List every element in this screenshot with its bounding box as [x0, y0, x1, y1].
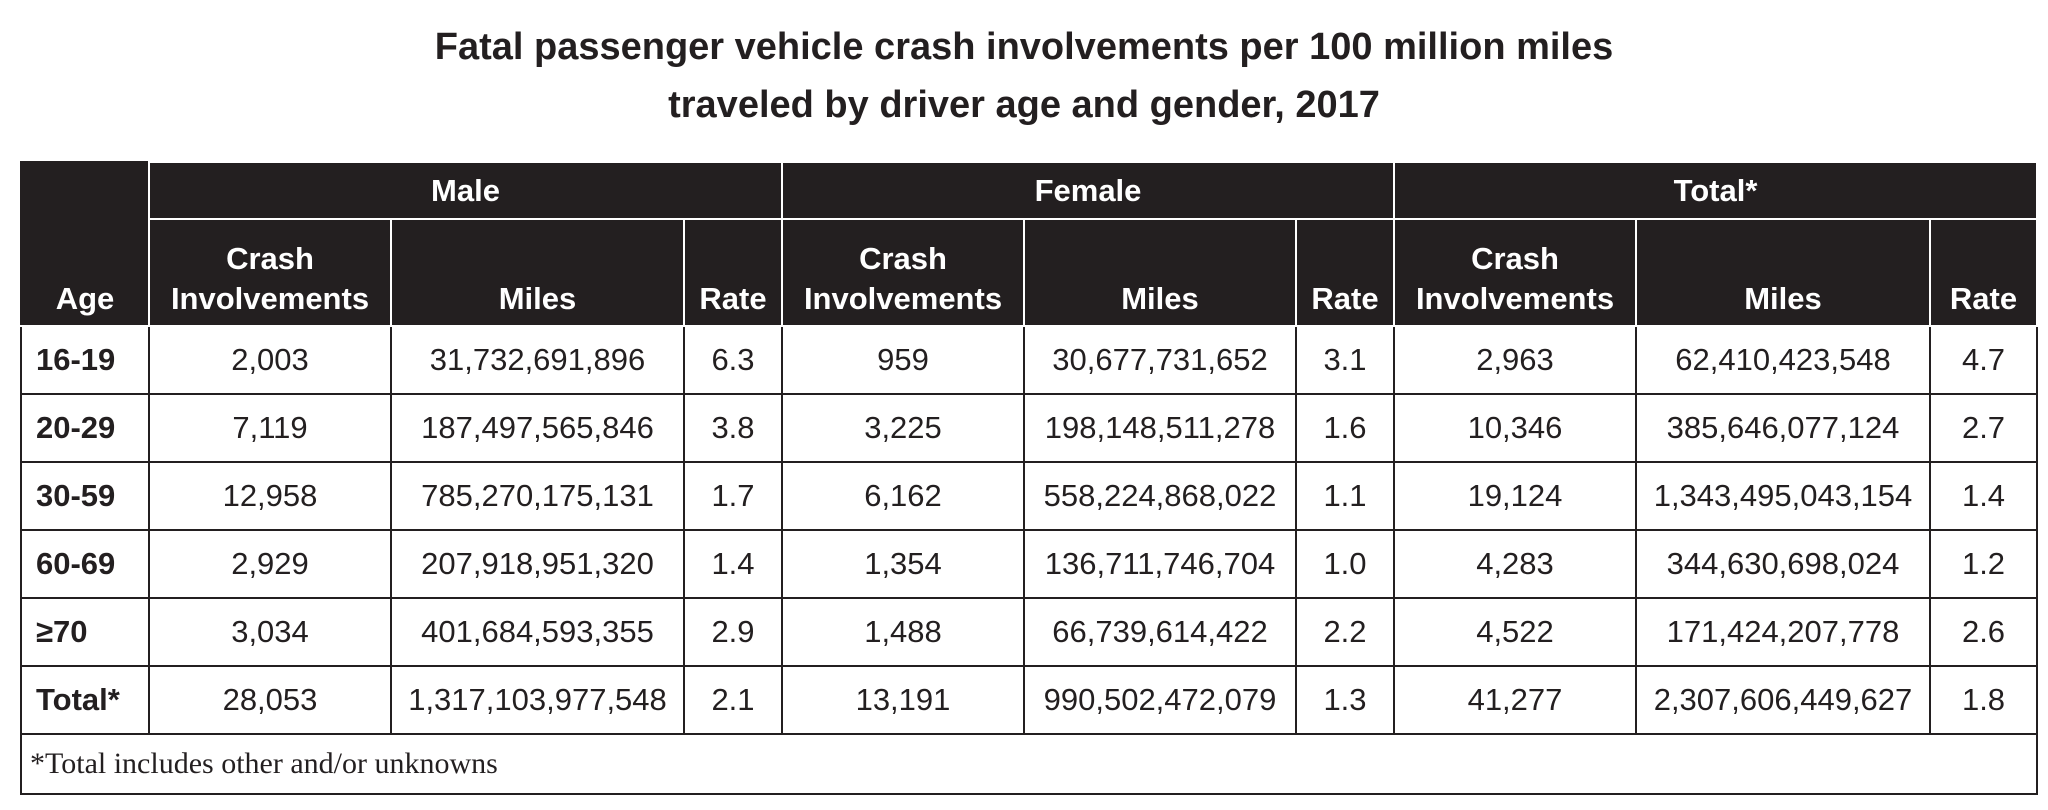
column-header: Crash Involvements [781, 218, 1025, 327]
cell: 344,630,698,024 [1635, 529, 1931, 599]
cell: 4,283 [1393, 529, 1637, 599]
row-label: 60-69 [20, 529, 150, 599]
cell: 31,732,691,896 [390, 325, 685, 395]
data-row: Total* 28,053 1,317,103,977,548 2.1 13,191 99… [20, 665, 2039, 735]
footnote-row: *Total includes other and/or unknowns [19, 733, 2039, 795]
cell: 2.2 [1295, 597, 1395, 667]
cell: 187,497,565,846 [390, 393, 685, 463]
cell: 136,711,746,704 [1023, 529, 1297, 599]
title-line: Fatal passenger vehicle crash involvemen… [434, 26, 1614, 68]
cell: 1.2 [1928, 529, 2039, 599]
cell: 959 [781, 325, 1025, 395]
column-header: Miles [390, 218, 685, 327]
cell: 198,148,511,278 [1023, 393, 1297, 463]
cell: 2,307,606,449,627 [1635, 665, 1931, 735]
cell: 2,963 [1393, 325, 1637, 395]
cell: 558,224,868,022 [1023, 461, 1297, 531]
row-label: Total* [20, 665, 150, 735]
cell: 6,162 [781, 461, 1025, 531]
cell: 1.1 [1295, 461, 1395, 531]
cell: 1.3 [1295, 665, 1395, 735]
data-row: ≥70 3,034 401,684,593,355 2.9 1,488 66,739,61… [20, 597, 2039, 667]
cell: 12,958 [148, 461, 392, 531]
cell: 30,677,731,652 [1023, 325, 1297, 395]
column-header: Crash Involvements [1393, 218, 1637, 327]
cell: 1,488 [781, 597, 1025, 667]
cell: 66,739,614,422 [1023, 597, 1297, 667]
cell: 3,034 [148, 597, 392, 667]
corner-header: Age [20, 161, 150, 327]
title-line: traveled by driver age and gender, 2017 [668, 84, 1380, 126]
cell: 1,317,103,977,548 [390, 665, 685, 735]
cell: 2,929 [148, 529, 392, 599]
cell: 3,225 [781, 393, 1025, 463]
table-body: 16-19 2,003 31,732,691,896 6.3 959 30,677,731… [19, 325, 2039, 795]
data-row: 60-69 2,929 207,918,951,320 1.4 1,354 136,711… [20, 529, 2039, 599]
cell: 10,346 [1393, 393, 1637, 463]
row-label: 16-19 [20, 325, 150, 395]
cell: 4.7 [1928, 325, 2039, 395]
cell: 1,354 [781, 529, 1025, 599]
cell: 1.4 [1928, 461, 2039, 531]
cell: 1.8 [1928, 665, 2039, 735]
cell: 2.1 [683, 665, 783, 735]
group-header: Female [781, 161, 1395, 220]
cell: 2.7 [1928, 393, 2039, 463]
cell: 1.7 [683, 461, 783, 531]
cell: 3.8 [683, 393, 783, 463]
data-row: 30-59 12,958 785,270,175,131 1.7 6,162 558,22… [20, 461, 2039, 531]
data-row: 20-29 7,119 187,497,565,846 3.8 3,225 198,148… [20, 393, 2039, 463]
title: Fatal passenger vehicle crash involvemen… [0, 18, 2048, 134]
column-header: Miles [1635, 218, 1931, 327]
cell: 401,684,593,355 [390, 597, 685, 667]
cell: 6.3 [683, 325, 783, 395]
column-header: Miles [1023, 218, 1297, 327]
cell: 13,191 [781, 665, 1025, 735]
cell: 7,119 [148, 393, 392, 463]
cell: 4,522 [1393, 597, 1637, 667]
cell: 19,124 [1393, 461, 1637, 531]
cell: 2,003 [148, 325, 392, 395]
row-label: 20-29 [20, 393, 150, 463]
data-row: 16-19 2,003 31,732,691,896 6.3 959 30,677,731… [20, 325, 2039, 395]
cell: 785,270,175,131 [390, 461, 685, 531]
column-header: Rate [1928, 218, 2039, 327]
column-header-row: Crash Involvements Miles Rate Crash Involve… [21, 218, 2039, 327]
cell: 41,277 [1393, 665, 1637, 735]
cell: 3.1 [1295, 325, 1395, 395]
cell: 2.6 [1928, 597, 2039, 667]
cell: 207,918,951,320 [390, 529, 685, 599]
cell: 1.4 [683, 529, 783, 599]
table-header: Age Male Female Total* Crash Involvements Mil… [20, 161, 2039, 327]
column-header: Rate [1295, 218, 1395, 327]
cell: 990,502,472,079 [1023, 665, 1297, 735]
cell: 28,053 [148, 665, 392, 735]
footnote: *Total includes other and/or unknowns [19, 733, 2039, 795]
cell: 1.0 [1295, 529, 1395, 599]
cell: 2.9 [683, 597, 783, 667]
cell: 1.6 [1295, 393, 1395, 463]
row-label: 30-59 [20, 461, 150, 531]
column-header: Crash Involvements [148, 218, 392, 327]
column-header: Rate [683, 218, 783, 327]
cell: 171,424,207,778 [1635, 597, 1931, 667]
group-header: Total* [1392, 161, 2039, 220]
group-header: Male [148, 161, 783, 220]
cell: 62,410,423,548 [1635, 325, 1931, 395]
data-table: Age Male Female Total* Crash Involvements Mil… [19, 161, 2039, 795]
group-header-row: Age Male Female Total* [20, 161, 2039, 327]
cell: 1,343,495,043,154 [1635, 461, 1931, 531]
row-label: ≥70 [20, 597, 150, 667]
cell: 385,646,077,124 [1635, 393, 1931, 463]
